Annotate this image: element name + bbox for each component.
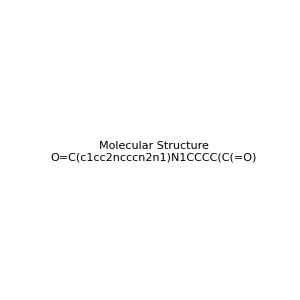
Text: Molecular Structure
O=C(c1cc2ncccn2n1)N1CCCC(C(=O): Molecular Structure O=C(c1cc2ncccn2n1)N1…: [51, 141, 257, 162]
